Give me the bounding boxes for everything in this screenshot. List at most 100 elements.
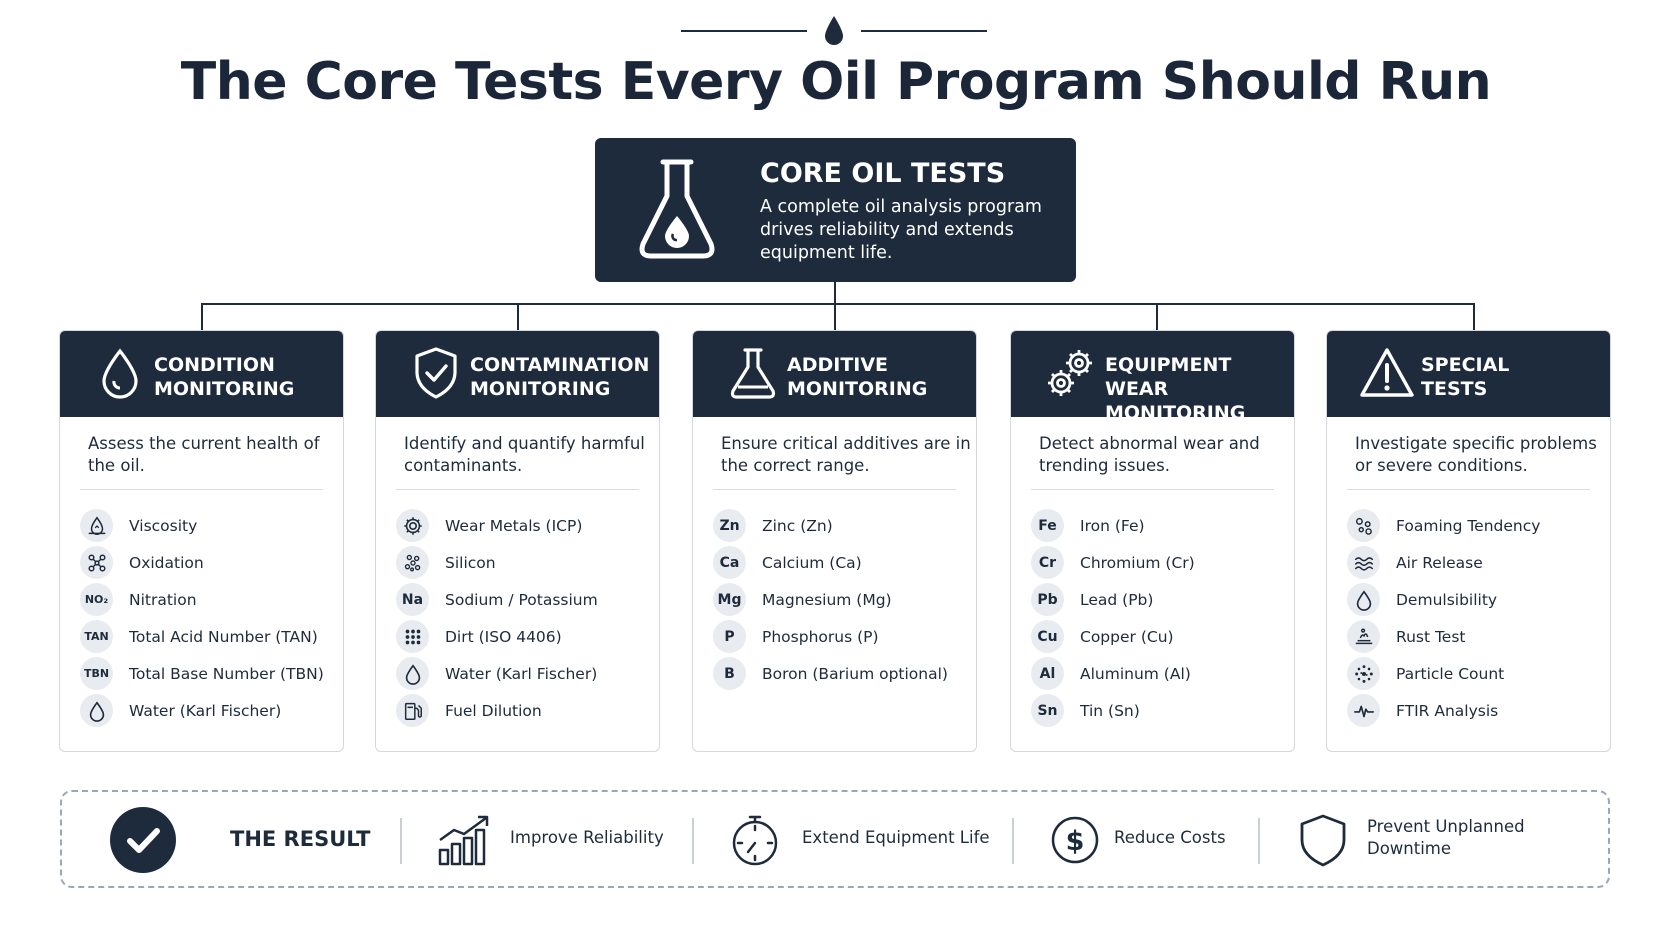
core-description: A complete oil analysis program drives r… [760,197,1042,263]
category-card: CONTAMINATION MONITORING Identify and quan… [375,330,660,752]
test-item: FTIR Analysis [1347,692,1602,729]
category-description: Detect abnormal wear and trending issues… [1039,434,1260,475]
dollar-icon: $ [1051,816,1099,864]
test-list: Viscosity Oxidation NO₂ Nitration TAN Total A… [80,507,335,729]
page-title: The Core Tests Every Oil Program Should … [180,52,1492,112]
test-item: NO₂ Nitration [80,581,335,618]
bar-chart-up-icon [438,815,489,866]
element-badge: Fe [1031,509,1064,542]
core-title: CORE OIL TESTS [760,158,1006,189]
test-item: Particle Count [1347,655,1602,692]
test-item: TAN Total Acid Number (TAN) [80,618,335,655]
category-header: CONTAMINATION MONITORING [376,331,659,417]
test-item: Sn Tin (Sn) [1031,692,1286,729]
pulse-icon [1347,694,1380,727]
test-label: Rust Test [1396,627,1466,646]
test-item: Dirt (ISO 4406) [396,618,651,655]
connector-bar [201,303,1475,305]
test-item: P Phosphorus (P) [713,618,968,655]
test-label: Tin (Sn) [1080,701,1140,720]
category-title: CONDITION MONITORING [154,353,343,401]
test-item: Pb Lead (Pb) [1031,581,1286,618]
connector-drop [517,303,519,331]
result-label: Extend Equipment Life [802,828,990,847]
test-label: Silicon [445,553,496,572]
test-label: Chromium (Cr) [1080,553,1195,572]
element-badge: Cr [1031,546,1064,579]
category-title: EQUIPMENT WEAR MONITORING [1105,353,1294,425]
category-card: CONDITION MONITORING Assess the current he… [59,330,344,752]
divider [692,818,694,864]
test-label: Demulsibility [1396,590,1498,609]
shield-icon [1300,814,1346,867]
category-header: SPECIAL TESTS [1327,331,1610,417]
element-badge: Pb [1031,583,1064,616]
connector-drop [1473,303,1475,331]
shield-check-icon [408,345,464,401]
drop-icon [1347,583,1380,616]
category-title-line: TESTS [1421,378,1488,400]
category-card: SPECIAL TESTS Investigate specific problem… [1326,330,1611,752]
divider [400,818,402,864]
category-title-line: CONDITION [154,354,275,376]
title-rule-right [861,30,987,32]
test-item: Oxidation [80,544,335,581]
svg-text:$: $ [1066,826,1085,857]
divider [80,489,323,490]
category-title-line: SPECIAL [1421,354,1510,376]
gear-icon [396,509,429,542]
test-item: Viscosity [80,507,335,544]
test-item: TBN Total Base Number (TBN) [80,655,335,692]
element-badge: NO₂ [80,583,113,616]
test-label: Copper (Cu) [1080,627,1174,646]
test-label: Oxidation [129,553,204,572]
test-item: Wear Metals (ICP) [396,507,651,544]
warning-icon [1359,345,1415,401]
category-description: Identify and quantify harmful contaminan… [404,434,645,475]
category-header: ADDITIVE MONITORING [693,331,976,417]
test-label: Iron (Fe) [1080,516,1145,535]
test-item: Silicon [396,544,651,581]
particles-icon [396,546,429,579]
divider [396,489,639,490]
drop-icon [92,345,148,401]
test-item: Al Aluminum (Al) [1031,655,1286,692]
element-badge: Na [396,583,429,616]
test-item: Foaming Tendency [1347,507,1602,544]
category-title: ADDITIVE MONITORING [787,353,976,401]
result-bar: THE RESULT Improve Reliability Extend Eq… [60,790,1610,888]
element-badge: TAN [80,620,113,653]
test-item: Cu Copper (Cu) [1031,618,1286,655]
test-item: B Boron (Barium optional) [713,655,968,692]
test-label: Lead (Pb) [1080,590,1154,609]
category-card: ADDITIVE MONITORING Ensure critical additi… [692,330,977,752]
bubbles-icon [1347,509,1380,542]
test-label: Particle Count [1396,664,1505,683]
category-description: Investigate specific problems or severe … [1355,434,1597,475]
element-badge: Al [1031,657,1064,690]
test-label: Water (Karl Fischer) [445,664,598,683]
category-title-line: MONITORING [787,378,928,400]
drop-icon [396,657,429,690]
test-list: Wear Metals (ICP) Silicon Na Sodium / Potas… [396,507,651,729]
test-label: Foaming Tendency [1396,516,1541,535]
test-item: Fe Iron (Fe) [1031,507,1286,544]
check-circle-icon [110,807,176,873]
category-title-line: ADDITIVE [787,354,889,376]
flask-icon [639,159,715,259]
dots-grid-icon [396,620,429,653]
test-item: Water (Karl Fischer) [396,655,651,692]
fuel-pump-icon [396,694,429,727]
category-title: CONTAMINATION MONITORING [470,353,659,401]
element-badge: Mg [713,583,746,616]
connector-drop [834,303,836,331]
category-title-line: MONITORING [1105,402,1246,424]
divider [1258,818,1260,864]
test-label: Magnesium (Mg) [762,590,892,609]
test-label: Boron (Barium optional) [762,664,948,683]
waves-icon [1347,546,1380,579]
category-description: Assess the current health of the oil. [88,434,320,475]
test-label: Total Acid Number (TAN) [129,627,318,646]
category-header: EQUIPMENT WEAR MONITORING [1011,331,1294,424]
test-label: Sodium / Potassium [445,590,598,609]
